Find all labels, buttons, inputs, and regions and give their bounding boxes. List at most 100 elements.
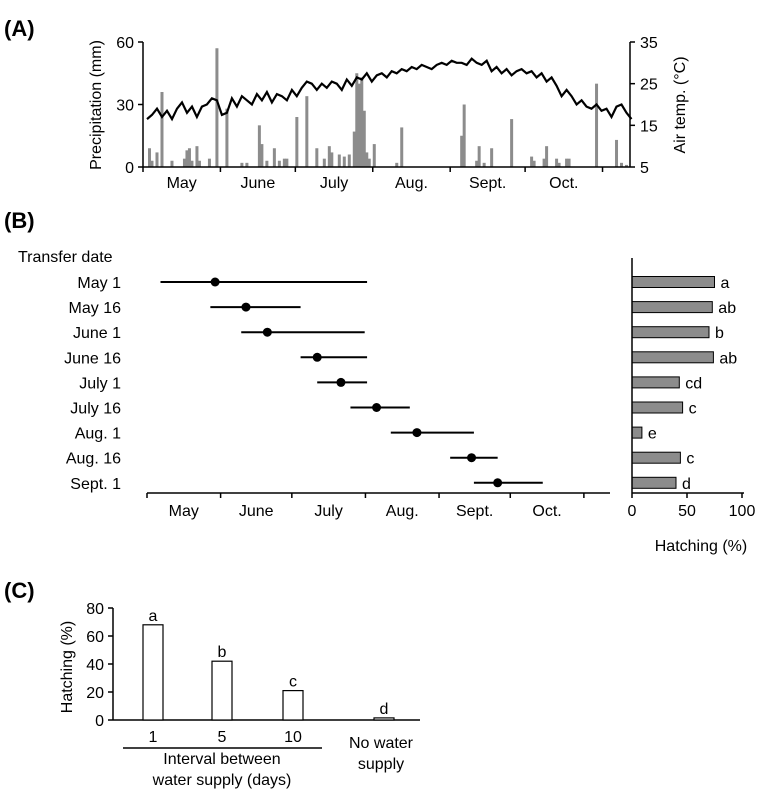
- month-label: July: [320, 175, 348, 192]
- hatching-tick-label: 100: [729, 503, 756, 520]
- month-label: Aug.: [386, 503, 419, 520]
- precipitation-bar: [372, 144, 376, 167]
- transfer-row: June 16 ab: [64, 350, 737, 367]
- precipitation-bar: [477, 146, 481, 167]
- precipitation-bar: [195, 146, 199, 167]
- left-y-tick-label: 30: [116, 98, 134, 115]
- transfer-date-label: June 16: [64, 350, 121, 367]
- precipitation-bar: [282, 158, 286, 167]
- precipitation-bar: [160, 92, 164, 167]
- precipitation-bar: [555, 158, 559, 167]
- precipitation-bar: [367, 158, 371, 167]
- transfer-date-label: May 1: [77, 275, 121, 292]
- precipitation-bar: [207, 158, 211, 167]
- panel-a-label: (A): [4, 16, 35, 41]
- precipitation-bar: [245, 162, 249, 167]
- precipitation-bar: [277, 160, 281, 167]
- precipitation-bar: [357, 83, 361, 167]
- precipitation-bar: [565, 158, 569, 167]
- panel-a: (A) Precipitation (mm) Air temp. (°C) 0 3…: [4, 16, 689, 192]
- precipitation-bar: [530, 156, 534, 167]
- precipitation-bar: [342, 156, 346, 167]
- month-label: Oct.: [532, 503, 561, 520]
- precipitation-bar: [185, 150, 189, 167]
- mean-date-dot: [210, 277, 220, 287]
- transfer-row: July 1 cd: [79, 375, 702, 392]
- hatching-bar: [373, 717, 395, 721]
- panel-a-axes: 0 30 60 5 15 25 35 May June July Aug. Sept. Oct.: [116, 35, 658, 192]
- hatching-tick-label: 50: [678, 503, 696, 520]
- hatching-bar: [142, 624, 164, 721]
- interval-label-line2: water supply (days): [152, 772, 292, 789]
- transfer-row: July 16 c: [70, 401, 696, 418]
- significance-letter: b: [715, 325, 724, 342]
- month-label: June: [241, 175, 276, 192]
- precipitation-bars: [147, 48, 629, 167]
- precipitation-bar: [155, 152, 159, 167]
- significance-letter: ab: [719, 350, 737, 367]
- precipitation-bar: [170, 160, 174, 167]
- precipitation-bar: [322, 158, 326, 167]
- month-label: Aug.: [395, 175, 428, 192]
- precipitation-bar: [395, 162, 399, 167]
- hatching-bar: [631, 301, 713, 314]
- month-label: July: [314, 503, 342, 520]
- precipitation-bar: [225, 108, 229, 167]
- precipitation-bar: [257, 125, 261, 167]
- precipitation-bar: [352, 131, 356, 167]
- significance-letter: b: [218, 644, 227, 661]
- month-label: Sept.: [456, 503, 493, 520]
- significance-letter: cd: [685, 375, 702, 392]
- significance-letter: c: [689, 401, 697, 418]
- transfer-row: Aug. 1 e: [75, 426, 657, 443]
- significance-letter: ab: [718, 300, 736, 317]
- transfer-row: Sept. 1 d: [70, 476, 691, 493]
- precipitation-bar: [400, 127, 404, 167]
- y-tick-label: 80: [86, 601, 104, 618]
- transfer-date-label: May 16: [69, 300, 122, 317]
- hatching-bar: [631, 451, 681, 464]
- transfer-row: June 1 b: [73, 325, 724, 342]
- precipitation-bar: [190, 160, 194, 167]
- precipitation-bar: [215, 48, 219, 167]
- precipitation-bar: [365, 152, 369, 167]
- y-tick-label: 40: [86, 657, 104, 674]
- precipitation-bar: [182, 158, 186, 167]
- mean-date-dot: [372, 403, 382, 412]
- precipitation-bar: [510, 119, 514, 167]
- mean-date-dot: [412, 428, 422, 438]
- precipitation-bar: [272, 148, 276, 167]
- precipitation-bar: [240, 162, 244, 167]
- precipitation-bar: [475, 160, 479, 167]
- precipitation-bar: [330, 152, 334, 167]
- precipitation-bar: [147, 148, 151, 167]
- y-tick-label: 20: [86, 685, 104, 702]
- right-y-tick-label: 35: [640, 35, 658, 52]
- precipitation-bar: [260, 144, 264, 167]
- right-y-tick-label: 5: [640, 160, 649, 177]
- hatching-bar: [631, 476, 677, 489]
- transfer-date-header: Transfer date: [18, 249, 113, 266]
- precipitation-bar: [482, 162, 486, 167]
- hatching-bar: [282, 689, 304, 721]
- hatching-bar: [211, 660, 233, 721]
- left-y-tick-label: 60: [116, 35, 134, 52]
- panel-b-label: (B): [4, 208, 35, 233]
- precipitation-bar: [355, 73, 359, 167]
- panel-c-label: (C): [4, 578, 35, 603]
- precipitation-bar: [305, 96, 309, 167]
- precipitation-bar: [557, 162, 561, 167]
- precipitation-bar: [315, 148, 319, 167]
- transfer-date-label: July 1: [79, 375, 121, 392]
- precipitation-axis-label: Precipitation (mm): [88, 40, 105, 170]
- hatching-bar: [631, 376, 680, 389]
- panel-b-axes: May June July Aug. Sept. Oct. 0 50 100: [146, 258, 756, 520]
- precipitation-bar: [265, 160, 269, 167]
- mean-date-dot: [241, 302, 251, 312]
- precipitation-bar: [360, 77, 364, 167]
- hatching-bar: [631, 326, 710, 339]
- hatching-bar: [631, 426, 643, 439]
- precipitation-bar: [187, 148, 191, 167]
- precipitation-bar: [362, 110, 366, 167]
